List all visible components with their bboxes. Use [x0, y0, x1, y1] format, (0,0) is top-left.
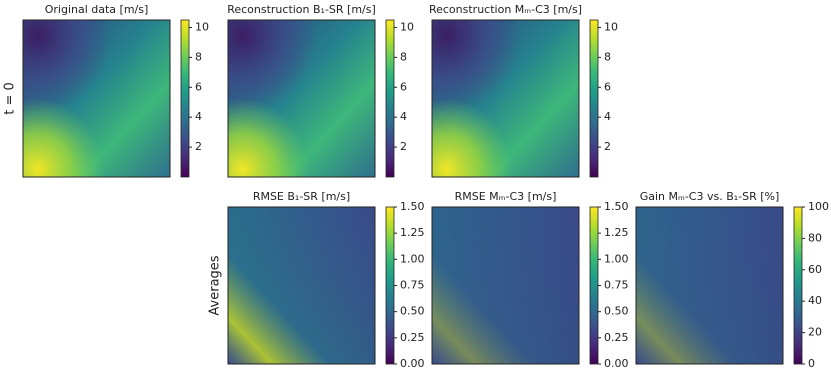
heatmap [228, 207, 375, 364]
heatmap-field [432, 207, 579, 364]
colorbar-tick-label: 8 [400, 50, 407, 63]
colorbar [385, 206, 395, 365]
colorbar-tick-label: 10 [400, 20, 414, 33]
colorbar-tick-label: 0.50 [400, 305, 425, 318]
colorbar-tick-label: 0.75 [400, 279, 425, 292]
colorbar-tick-label: 2 [195, 140, 202, 153]
colorbar-tick-label: 1.50 [604, 200, 629, 213]
heatmap-field [636, 207, 783, 364]
colorbar [793, 206, 803, 365]
panel-title: Original data [m/s] [45, 3, 149, 16]
heatmap-frame [431, 19, 580, 178]
heatmap-field [228, 207, 375, 364]
colorbar-tick-label: 1.00 [604, 252, 629, 265]
heatmap [636, 207, 783, 364]
colorbar-tick-label: 0.00 [604, 357, 629, 370]
colorbar-tick-label: 80 [808, 231, 822, 244]
colorbar-tick-label: 0.25 [604, 331, 629, 344]
panel-title: RMSE B₁-SR [m/s] [253, 190, 350, 203]
colorbar-tick-label: 6 [195, 80, 202, 93]
colorbar-tick-label: 1.25 [400, 226, 425, 239]
colorbar-tick-label: 6 [604, 80, 611, 93]
colorbar-tick-label: 100 [808, 200, 829, 213]
panel-title: Reconstruction Mₘ-C3 [m/s] [429, 3, 582, 16]
colorbar-tick-label: 40 [808, 294, 822, 307]
colorbar-tick-label: 0.00 [400, 357, 425, 370]
colorbar-tick-label: 20 [808, 326, 822, 339]
colorbar [589, 206, 599, 365]
panel-title: Reconstruction B₁-SR [m/s] [227, 3, 376, 16]
heatmap-field [228, 20, 375, 177]
colorbar [385, 19, 395, 178]
panel-title: Gain Mₘ-C3 vs. B₁-SR [%] [640, 190, 780, 203]
colorbar-tick-label: 60 [808, 263, 822, 276]
heatmap-frame [635, 206, 784, 365]
colorbar-tick-label: 1.00 [400, 252, 425, 265]
heatmap-frame [227, 19, 376, 178]
row-label: t = 0 [3, 82, 18, 115]
heatmap [432, 20, 579, 177]
heatmap-frame [227, 206, 376, 365]
colorbar-tick-label: 0.25 [400, 331, 425, 344]
colorbar-tick-label: 4 [604, 110, 611, 123]
panel-title: RMSE Mₘ-C3 [m/s] [455, 190, 557, 203]
colorbar-tick-label: 6 [400, 80, 407, 93]
colorbar-tick-label: 0.50 [604, 305, 629, 318]
colorbar-tick-label: 8 [195, 50, 202, 63]
heatmap-field [23, 20, 170, 177]
colorbar-tick-label: 2 [604, 140, 611, 153]
colorbar-tick-label: 1.25 [604, 226, 629, 239]
colorbar-tick-label: 10 [604, 20, 618, 33]
colorbar-tick-label: 8 [604, 50, 611, 63]
heatmap-frame [431, 206, 580, 365]
colorbar-tick-label: 4 [400, 110, 407, 123]
colorbar-tick-label: 0.75 [604, 279, 629, 292]
colorbar-tick-label: 2 [400, 140, 407, 153]
heatmap-frame [22, 19, 171, 178]
colorbar-tick-label: 0 [808, 357, 815, 370]
colorbar-tick-label: 10 [195, 20, 209, 33]
colorbar-tick-label: 4 [195, 110, 202, 123]
colorbar [589, 19, 599, 178]
colorbar-tick-label: 1.50 [400, 200, 425, 213]
heatmap [228, 20, 375, 177]
heatmap-field [432, 20, 579, 177]
row-label: Averages [208, 255, 223, 315]
colorbar [180, 19, 190, 178]
heatmap [432, 207, 579, 364]
heatmap [23, 20, 170, 177]
